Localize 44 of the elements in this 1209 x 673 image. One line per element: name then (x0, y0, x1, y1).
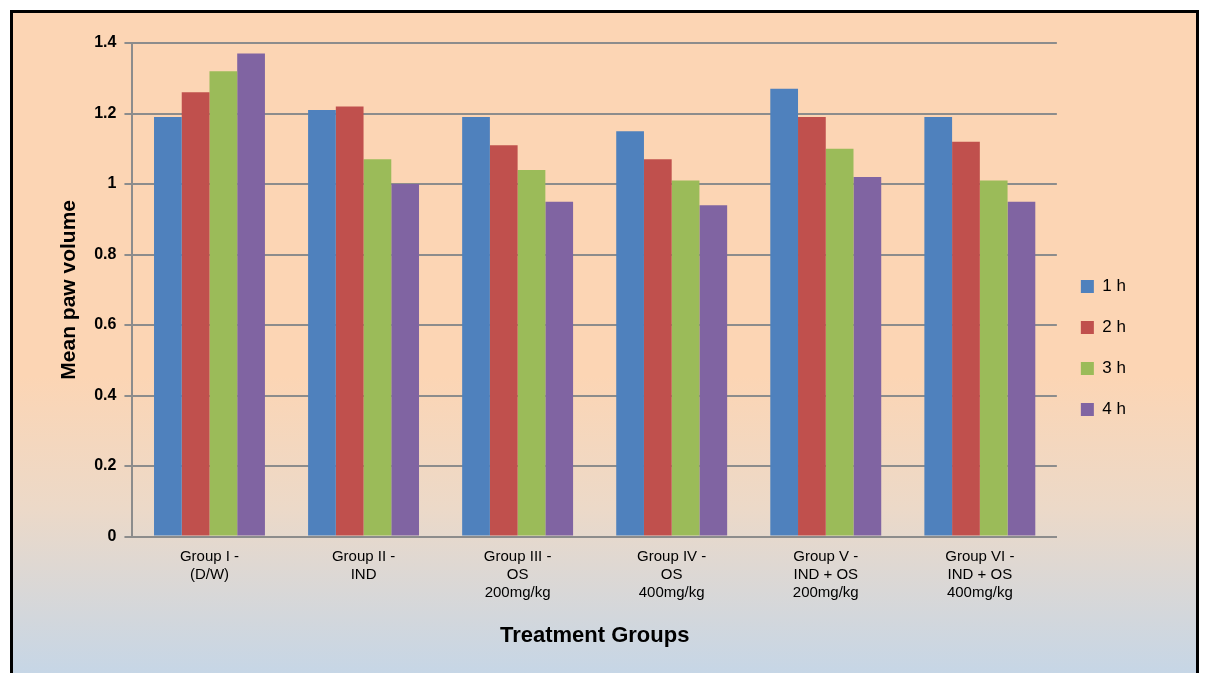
bar (181, 92, 210, 536)
legend-label: 3 h (1102, 358, 1127, 378)
y-tick-label: 0.8 (94, 244, 117, 262)
bar (671, 180, 700, 536)
bar (853, 176, 882, 536)
bar (798, 117, 826, 536)
x-tick-label: Group I - (D/W) (179, 546, 240, 582)
bar (391, 184, 420, 536)
y-tick-label: 1.4 (94, 33, 117, 51)
bar (699, 205, 728, 536)
bar (154, 117, 182, 536)
bar (770, 88, 799, 536)
legend-label: 2 h (1102, 317, 1127, 337)
y-tick-label: 1.2 (94, 103, 117, 121)
x-axis-title: Treatment Groups (499, 621, 690, 647)
y-tick-label: 1 (107, 174, 117, 192)
bar (979, 180, 1008, 536)
y-tick-label: 0.4 (94, 385, 117, 403)
bar (237, 53, 265, 536)
bar (517, 169, 546, 536)
bar (489, 145, 518, 536)
bar (825, 148, 854, 536)
bar (335, 106, 364, 536)
bar (363, 159, 392, 536)
bar (924, 117, 953, 536)
x-tick-label: Group VI - IND + OS 400mg/kg (945, 546, 1015, 600)
x-tick-label: Group V - IND + OS 200mg/kg (792, 546, 859, 600)
bar (616, 131, 644, 536)
bar (308, 109, 336, 536)
x-tick-label: Group IV - OS 400mg/kg (637, 546, 707, 600)
y-tick-label: 0 (107, 527, 117, 545)
legend-label: 4 h (1102, 399, 1127, 419)
y-axis-title: Mean paw volume (56, 199, 80, 380)
legend-label: 1 h (1102, 276, 1127, 296)
bar (462, 117, 490, 536)
y-tick-label: 0.6 (94, 315, 117, 333)
x-tick-label: Group II - IND (331, 546, 396, 582)
bar (643, 159, 672, 536)
y-tick-label: 0.2 (94, 456, 117, 474)
bar (952, 141, 980, 536)
bar (545, 201, 574, 536)
x-tick-label: Group III - OS 200mg/kg (483, 546, 552, 600)
bar (209, 71, 238, 536)
bar (1007, 201, 1036, 536)
